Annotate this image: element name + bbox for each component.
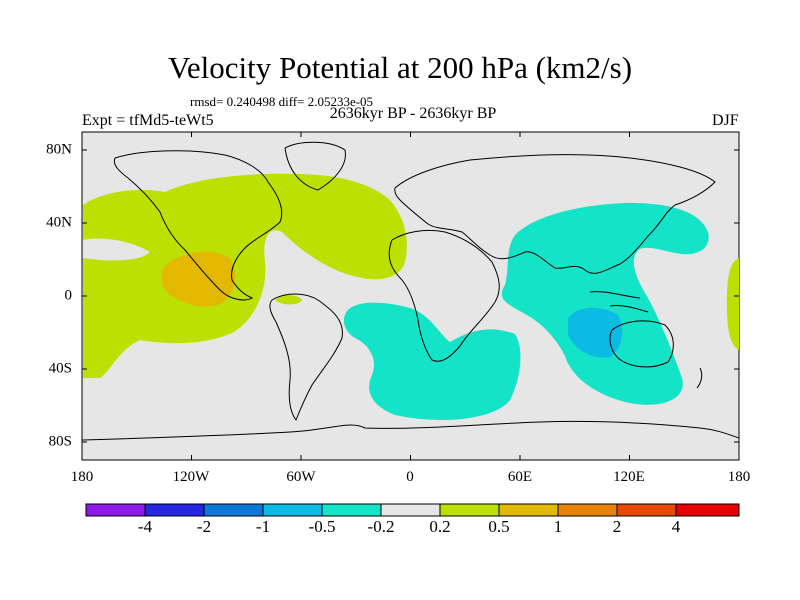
colorbar-label: 1: [553, 517, 563, 536]
colorbar-box-5: [321, 503, 382, 517]
x-tick-label-180w: 180: [70, 469, 94, 485]
x-tick-label-120w: 120W: [172, 469, 210, 485]
coast-new-zealand: [696, 367, 703, 389]
positive-anomaly-regions: [83, 173, 739, 378]
stats-text: rmsd= 0.240498 diff= 2.05233e-05: [190, 94, 374, 109]
coast-north-america: [113, 150, 283, 301]
colorbar-box-4: [262, 503, 323, 517]
coastlines: [81, 141, 740, 441]
colorbar-label: -2: [196, 517, 212, 536]
colorbar-box-9: [557, 503, 618, 517]
y-tick-label-80s: 80S: [48, 433, 72, 450]
y-tick-marks: [82, 149, 739, 443]
neutral-gaps: [83, 238, 150, 261]
x-tick-label-120e: 120E: [613, 469, 645, 485]
season-label: DJF: [712, 112, 739, 129]
colorbar-box-2: [144, 503, 205, 517]
negative-anomaly-regions: [343, 202, 709, 420]
neutral-gap-west-pacific: [83, 238, 150, 261]
colorbar-box-1: [85, 503, 146, 517]
colorbar-box-11: [675, 503, 740, 517]
colorbar-label: 4: [671, 517, 681, 536]
positive-core-mexico: [162, 251, 236, 307]
positive-region-equatorial-patch: [275, 295, 302, 305]
y-tick-label-80n: 80N: [46, 141, 72, 158]
negative-region-indian-pacific: [501, 202, 709, 405]
colorbar-label: 2: [612, 517, 622, 536]
x-tick-label-0: 0: [406, 469, 414, 485]
coast-antarctica: [81, 420, 740, 441]
positive-region-americas-pacific: [83, 173, 407, 378]
colorbar-box-6: [380, 503, 441, 517]
colorbar-label: -1: [255, 517, 271, 536]
colorbar-label: 0.5: [488, 517, 510, 536]
x-tick-label-60w: 60W: [286, 469, 316, 485]
colorbar-label: 0.2: [429, 517, 451, 536]
coast-maritime-continent: [589, 291, 649, 313]
x-tick-label-60e: 60E: [507, 469, 533, 485]
negative-region-south-atlantic-africa: [343, 302, 521, 420]
coast-africa: [388, 229, 500, 362]
coast-eurasia: [394, 154, 716, 274]
coast-south-america: [269, 293, 343, 422]
period-label: 2636kyr BP - 2636kyr BP: [329, 105, 497, 122]
y-tick-label-40n: 40N: [46, 214, 72, 231]
x-tick-label-180e: 180: [727, 469, 751, 485]
y-tick-label-0: 0: [64, 287, 73, 304]
colorbar-box-7: [439, 503, 500, 517]
colorbar: [85, 503, 740, 517]
colorbar-label: -0.2: [367, 517, 395, 536]
coast-australia: [609, 320, 674, 368]
experiment-label: Expt = tfMd5-teWt5: [82, 112, 214, 129]
map-title: Velocity Potential at 200 hPa (km2/s): [167, 50, 633, 85]
x-tick-marks: [81, 132, 740, 460]
colorbar-box-10: [616, 503, 677, 517]
negative-core-indian-ocean: [568, 307, 623, 358]
coast-greenland: [284, 141, 346, 191]
colorbar-box-8: [498, 503, 559, 517]
colorbar-box-3: [203, 503, 264, 517]
colorbar-label: -0.5: [308, 517, 336, 536]
y-tick-label-40s: 40S: [48, 360, 72, 377]
colorbar-label: -4: [137, 517, 153, 536]
positive-region-east-pacific: [726, 258, 739, 350]
